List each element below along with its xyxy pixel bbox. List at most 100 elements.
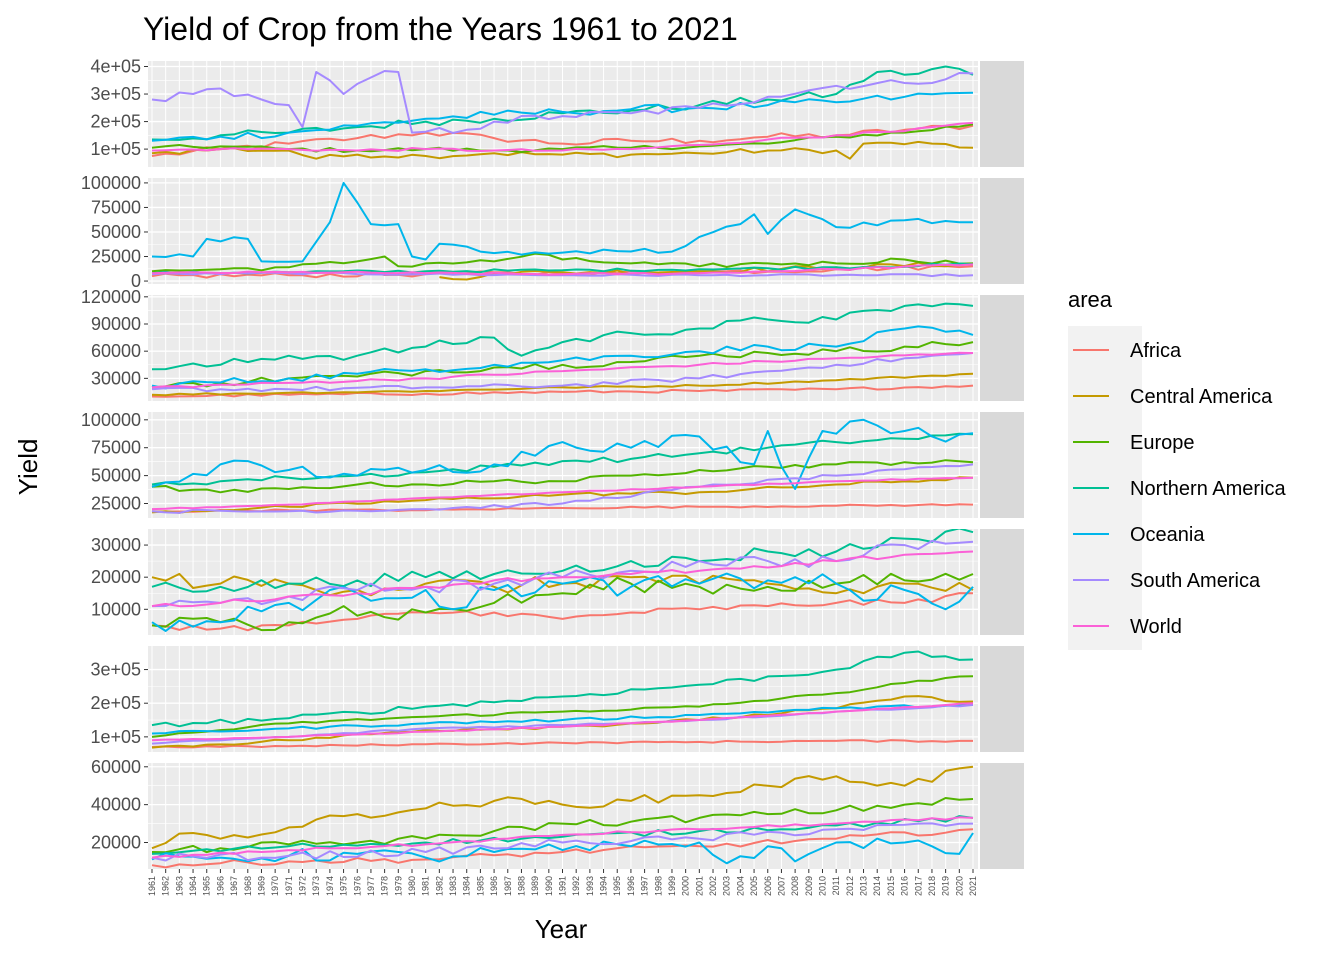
x-tick-label: 2019 xyxy=(941,876,951,896)
x-tick-label: 1967 xyxy=(229,876,239,896)
legend-item: Northern America xyxy=(1073,478,1286,500)
x-tick-label: 1999 xyxy=(667,876,677,896)
series-line xyxy=(151,121,974,152)
facet-panel: 25000 50000 75000 100000 Rice xyxy=(81,410,1024,518)
legend-items: Africa Central America Europe Northern Amer… xyxy=(1073,340,1286,638)
series-line xyxy=(151,815,974,855)
facet-strip: Rice xyxy=(980,412,1024,518)
facet-strip: Cereals n.e.c. xyxy=(980,178,1024,284)
x-tick-label: 2006 xyxy=(763,876,773,896)
legend-item: Africa xyxy=(1073,340,1182,362)
x-tick-label: 2003 xyxy=(722,876,732,896)
series-line xyxy=(151,739,973,749)
strip-background xyxy=(980,412,1024,518)
x-tick-label: 1964 xyxy=(188,876,198,896)
x-tick-label: 1993 xyxy=(585,876,595,896)
y-tick-label: 25000 xyxy=(91,493,141,513)
x-tick-label: 1986 xyxy=(489,876,499,896)
series-line xyxy=(151,372,974,397)
strip-background xyxy=(980,763,1024,869)
legend-label: Europe xyxy=(1130,432,1195,454)
series-line xyxy=(151,503,974,513)
x-tick-label: 2018 xyxy=(927,876,937,896)
x-tick-label: 1984 xyxy=(462,876,472,896)
x-tick-label: 1966 xyxy=(215,876,225,896)
y-tick-label: 75000 xyxy=(91,197,141,217)
legend-item: World xyxy=(1073,616,1182,638)
strip-background xyxy=(980,178,1024,284)
series-line xyxy=(151,675,974,738)
y-tick-label: 2e+05 xyxy=(90,693,141,713)
y-tick-label: 120000 xyxy=(81,287,141,307)
x-tick-label: 2002 xyxy=(708,876,718,896)
series-line xyxy=(151,822,974,862)
x-tick-label: 1996 xyxy=(626,876,636,896)
y-tick-label: 3e+05 xyxy=(90,660,141,680)
series-line xyxy=(151,384,974,398)
facet-panel: 30000 60000 90000 120000 Maize (corn) xyxy=(81,287,1024,401)
y-tick-label: 50000 xyxy=(91,222,141,242)
y-axis-title: Yield xyxy=(13,439,43,496)
series-lines xyxy=(151,765,974,869)
x-tick-label: 2017 xyxy=(913,876,923,896)
x-tick-label: 1974 xyxy=(325,876,335,896)
series-lines xyxy=(151,181,974,281)
x-tick-label: 1969 xyxy=(256,876,266,896)
x-tick-label: 1961 xyxy=(147,876,157,896)
y-tick-label: 20000 xyxy=(91,567,141,587)
series-line xyxy=(151,816,974,859)
x-tick-label: 1994 xyxy=(599,876,609,896)
x-tick-label: 1991 xyxy=(558,876,568,896)
facet-panel: 1e+05 2e+05 3e+05 4e+05 Apples xyxy=(90,57,1024,167)
x-tick-label: 2000 xyxy=(681,876,691,896)
x-tick-label: 2010 xyxy=(817,876,827,896)
series-line xyxy=(151,91,974,142)
x-tick-label: 2013 xyxy=(859,876,869,896)
series-line xyxy=(151,650,974,728)
x-tick-label: 1971 xyxy=(284,876,294,896)
x-tick-label: 1962 xyxy=(161,876,171,896)
x-tick-label: 2020 xyxy=(954,876,964,896)
series-line xyxy=(151,476,974,514)
series-line xyxy=(151,263,974,276)
y-tick-label: 3e+05 xyxy=(90,84,141,104)
x-tick-label: 1997 xyxy=(640,876,650,896)
legend-title: area xyxy=(1068,287,1113,312)
chart-title: Yield of Crop from the Years 1961 to 202… xyxy=(143,11,738,47)
x-tick-label: 1980 xyxy=(407,876,417,896)
series-line xyxy=(151,70,974,134)
series-line xyxy=(151,702,974,742)
facet-panels: 1e+05 2e+05 3e+05 4e+05 Apples 0 25000 50000 750… xyxy=(81,57,1024,869)
y-tick-label: 0 xyxy=(131,271,141,291)
series-line xyxy=(151,550,974,608)
series-line xyxy=(151,252,974,273)
x-tick-label: 1965 xyxy=(202,876,212,896)
x-tick-label: 1990 xyxy=(544,876,554,896)
series-line xyxy=(151,703,974,735)
x-axis: 1961 1962 1963 1964 1965 1966 1967 1968 1969 1970… xyxy=(147,869,978,896)
facet-strip: Vegetables Primary xyxy=(980,646,1024,752)
y-tick-label: 60000 xyxy=(91,341,141,361)
facet-panel: 10000 20000 30000 Soya beans xyxy=(91,529,1024,635)
x-tick-label: 2015 xyxy=(886,876,896,896)
y-tick-label: 1e+05 xyxy=(90,727,141,747)
legend-item: Europe xyxy=(1073,432,1195,454)
x-tick-label: 2014 xyxy=(872,876,882,896)
x-tick-label: 1988 xyxy=(516,876,526,896)
series-line xyxy=(151,529,974,593)
x-tick-label: 1973 xyxy=(311,876,321,896)
series-line xyxy=(151,797,974,854)
x-tick-label: 2016 xyxy=(900,876,910,896)
series-line xyxy=(151,765,974,850)
x-tick-label: 1981 xyxy=(421,876,431,896)
x-tick-label: 1970 xyxy=(270,876,280,896)
x-tick-label: 2012 xyxy=(845,876,855,896)
strip-background xyxy=(980,61,1024,167)
y-tick-label: 30000 xyxy=(91,368,141,388)
x-tick-label: 1976 xyxy=(352,876,362,896)
x-tick-label: 1998 xyxy=(653,876,663,896)
y-tick-label: 100000 xyxy=(81,410,141,430)
series-line xyxy=(151,140,974,160)
x-tick-label: 2021 xyxy=(968,876,978,896)
